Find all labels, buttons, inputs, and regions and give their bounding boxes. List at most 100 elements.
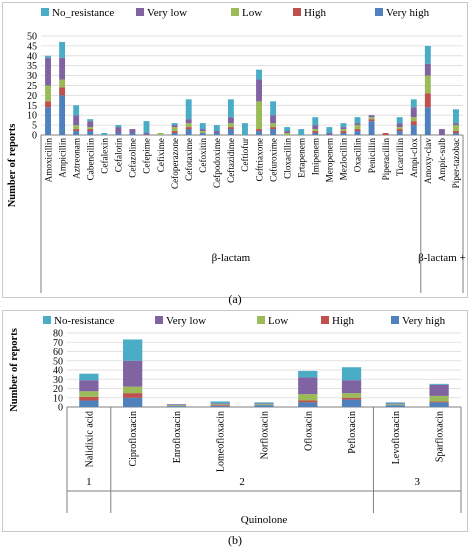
bar-segment [210,404,230,406]
x-tick-label: Enrofloxacin [172,411,183,463]
group-brackets: β-lactam β-lactam + [40,135,466,293]
bar-segment [199,131,206,134]
x-tick-label: Ampicillin [57,138,67,178]
bar-segment [340,131,347,134]
bar-segment [385,403,405,405]
bar-segment [123,386,143,394]
legend-label: No-resistance [54,315,115,327]
bar-segment [410,117,417,122]
bar-segment [340,133,347,135]
bar-segment [270,115,277,124]
chart-a-svg: No_resistance Very low Low High Very high051… [7,7,466,293]
bar-segment [227,127,234,130]
bar-segment [171,131,178,134]
bar-segment [157,133,164,135]
bar-segment [45,57,51,86]
x-tick-label: Levofloxacin [391,411,402,464]
bar-segment [166,405,187,407]
bar-segment [129,133,136,135]
bar-segment [424,107,431,135]
bar-segment [45,85,51,102]
bar-segment [79,400,99,407]
bar-segment [298,402,318,407]
bar-segment [59,79,66,88]
bar-segment [326,133,333,135]
bar-segment [429,383,449,385]
y-tick-label: 40 [27,51,37,62]
x-tick-label: Ampi-clox [409,138,419,178]
bar-segment [396,131,403,135]
panel-label-a: (a) [228,292,242,306]
bar-segment [396,123,403,128]
chart-b-svg: No-resistance Very low Low High Very high010… [9,315,462,526]
legend-swatch [155,316,163,324]
x-tick-label: Pefloxacin [347,411,358,454]
family-label: Quinolone [241,514,288,526]
x-tick-label: Cefixime [156,138,166,172]
y-tick-label: 25 [27,81,37,92]
bar-segment [284,127,291,132]
bar-segment [123,393,143,398]
group-brackets: 1 2 3 Quinolone [66,407,462,526]
bar-segment [256,101,262,130]
legend-label: Very high [386,7,430,19]
legend-swatch [293,8,301,16]
x-tick-label: Amoxy-clav [423,138,433,184]
y-tick-label: 30 [53,375,63,386]
legend-label: Very low [166,315,206,327]
bar-segment [326,127,333,134]
x-tick-label: Ampic-sulb [437,138,447,182]
bar-segment [453,131,459,134]
x-tick-label: Ceftiofur [240,138,250,172]
chart-panel-b: No-resistance Very low Low High Very high 0 10… [2,310,468,532]
bar-segment [185,127,192,130]
chart-panel-a: No_resistance Very low Low High Very high 0 5 1… [2,2,468,298]
bar-segment [410,107,417,118]
bar-segment [79,396,99,401]
bar-segment [424,75,431,94]
legend-swatch [257,316,265,324]
bar-segment [312,125,319,130]
legend: No_resistance Very low Low High Very high [41,7,430,19]
panel-label-b: (b) [228,533,242,547]
bar-segment [340,123,347,128]
bar-segment [341,380,362,394]
bar-segment [368,121,375,135]
bar-segment [284,131,291,134]
bar-segment [341,397,362,400]
bar-segment [115,127,122,134]
bar-segment [185,99,192,120]
bar-segment [424,63,431,76]
y-tick-label: 20 [27,91,37,102]
x-tick-label: Oxacillin [353,138,363,173]
x-tick-label: Cloxacillin [282,138,292,179]
bar-segment [354,131,361,135]
legend-label: High [304,7,327,19]
bar-segment [166,404,187,406]
bar-segment [73,129,80,132]
bar-segment [453,133,459,135]
x-tick-label: Cefpodoxime [212,138,222,188]
x-tick-label: Amoxicillin [43,138,53,183]
legend-swatch [391,316,399,324]
bar-segment [123,360,143,387]
bar-segment [210,406,230,407]
x-tick-label: Mezlocillin [339,138,349,181]
bar-segment [87,129,94,132]
bar-segment [79,373,99,381]
bar-segment [171,123,178,126]
bar-segment [270,101,277,116]
bar-segment [256,129,262,132]
bar-segment [166,406,187,407]
legend-label: Very high [402,315,446,327]
legend-swatch [321,316,329,324]
bar-segment [87,131,94,135]
legend-label: High [332,315,355,327]
y-tick-label: 45 [27,41,37,52]
x-tick-label: Cefuroxime [268,138,278,182]
bar-segment [210,405,230,407]
bar-segment [298,370,318,378]
bar-segment [87,119,94,122]
x-tick-label: Imipenem [311,138,321,175]
